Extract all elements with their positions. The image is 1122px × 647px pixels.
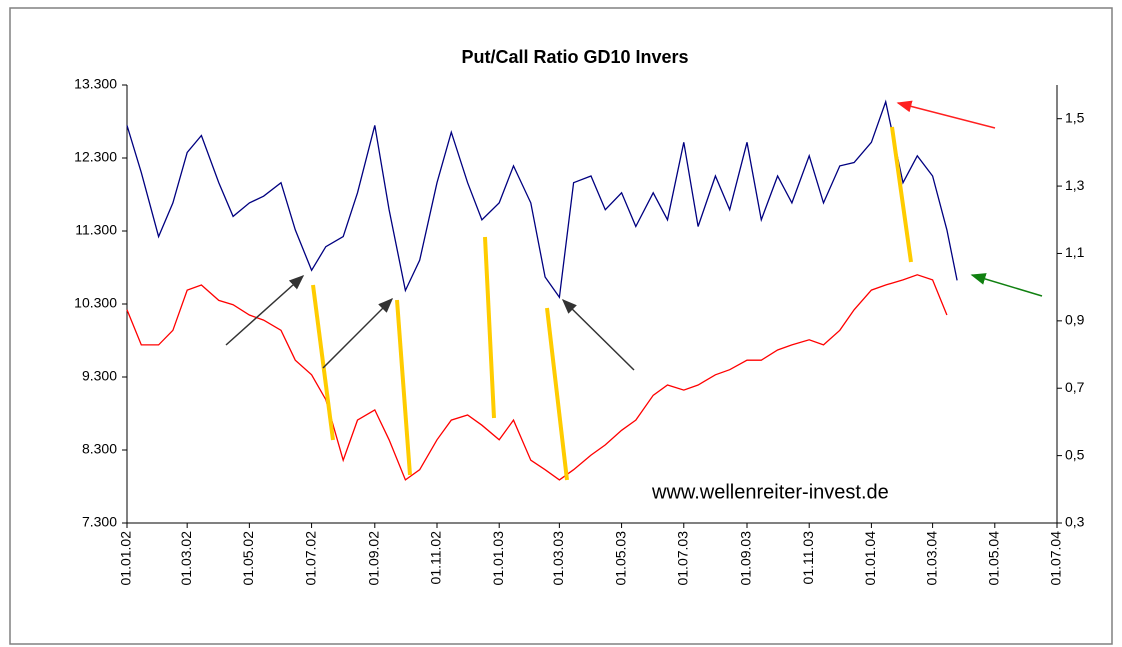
x-tick-label: 01.05.03 — [612, 531, 628, 586]
x-tick-label: 01.07.04 — [1048, 531, 1064, 586]
x-tick-label: 01.03.04 — [923, 531, 939, 586]
x-tick-label: 01.11.03 — [800, 531, 816, 585]
series-line — [126, 274, 948, 481]
y-tick-label: 12.300 — [74, 149, 117, 165]
y2-tick-label: 1,5 — [1065, 109, 1085, 125]
y-tick-label: 11.300 — [75, 222, 117, 238]
annotation-arrows — [225, 100, 1043, 371]
y-tick-label: 9.300 — [82, 368, 117, 384]
plot — [126, 99, 958, 481]
y-tick-label: 7.300 — [82, 514, 117, 530]
y2-tick-label: 0,3 — [1065, 514, 1085, 530]
x-tick-label: 01.07.03 — [674, 531, 690, 586]
x-tick-label: 01.03.03 — [550, 531, 566, 586]
x-tick-label: 01.07.02 — [302, 531, 318, 586]
y-tick-label: 13.300 — [74, 76, 117, 92]
chart-frame — [9, 7, 1113, 645]
x-tick-label: 01.01.02 — [118, 531, 134, 586]
x-tick-label: 01.11.02 — [428, 531, 444, 585]
chart-title: Put/Call Ratio GD10 Invers — [461, 47, 688, 67]
y2-tick-label: 0,9 — [1065, 312, 1085, 328]
y-tick-label: 8.300 — [82, 441, 117, 457]
x-tick-label: 01.05.02 — [240, 531, 256, 586]
y2-tick-label: 1,1 — [1065, 244, 1085, 260]
y2-tick-label: 0,5 — [1065, 446, 1085, 462]
y-tick-label: 10.300 — [74, 295, 117, 311]
x-tick-label: 01.01.03 — [490, 531, 506, 586]
x-tick-label: 01.09.02 — [365, 531, 381, 586]
x-tick-label: 01.09.03 — [738, 531, 754, 586]
annotation-lines — [311, 126, 913, 481]
annotation-text: www.wellenreiter-invest.de — [651, 481, 889, 503]
x-tick-label: 01.05.04 — [985, 531, 1001, 586]
y2-tick-label: 0,7 — [1065, 379, 1085, 395]
x-tick-label: 01.03.02 — [178, 531, 194, 586]
y2-tick-label: 1,3 — [1065, 177, 1085, 193]
x-tick-label: 01.01.04 — [862, 531, 878, 586]
series-line — [126, 99, 958, 300]
